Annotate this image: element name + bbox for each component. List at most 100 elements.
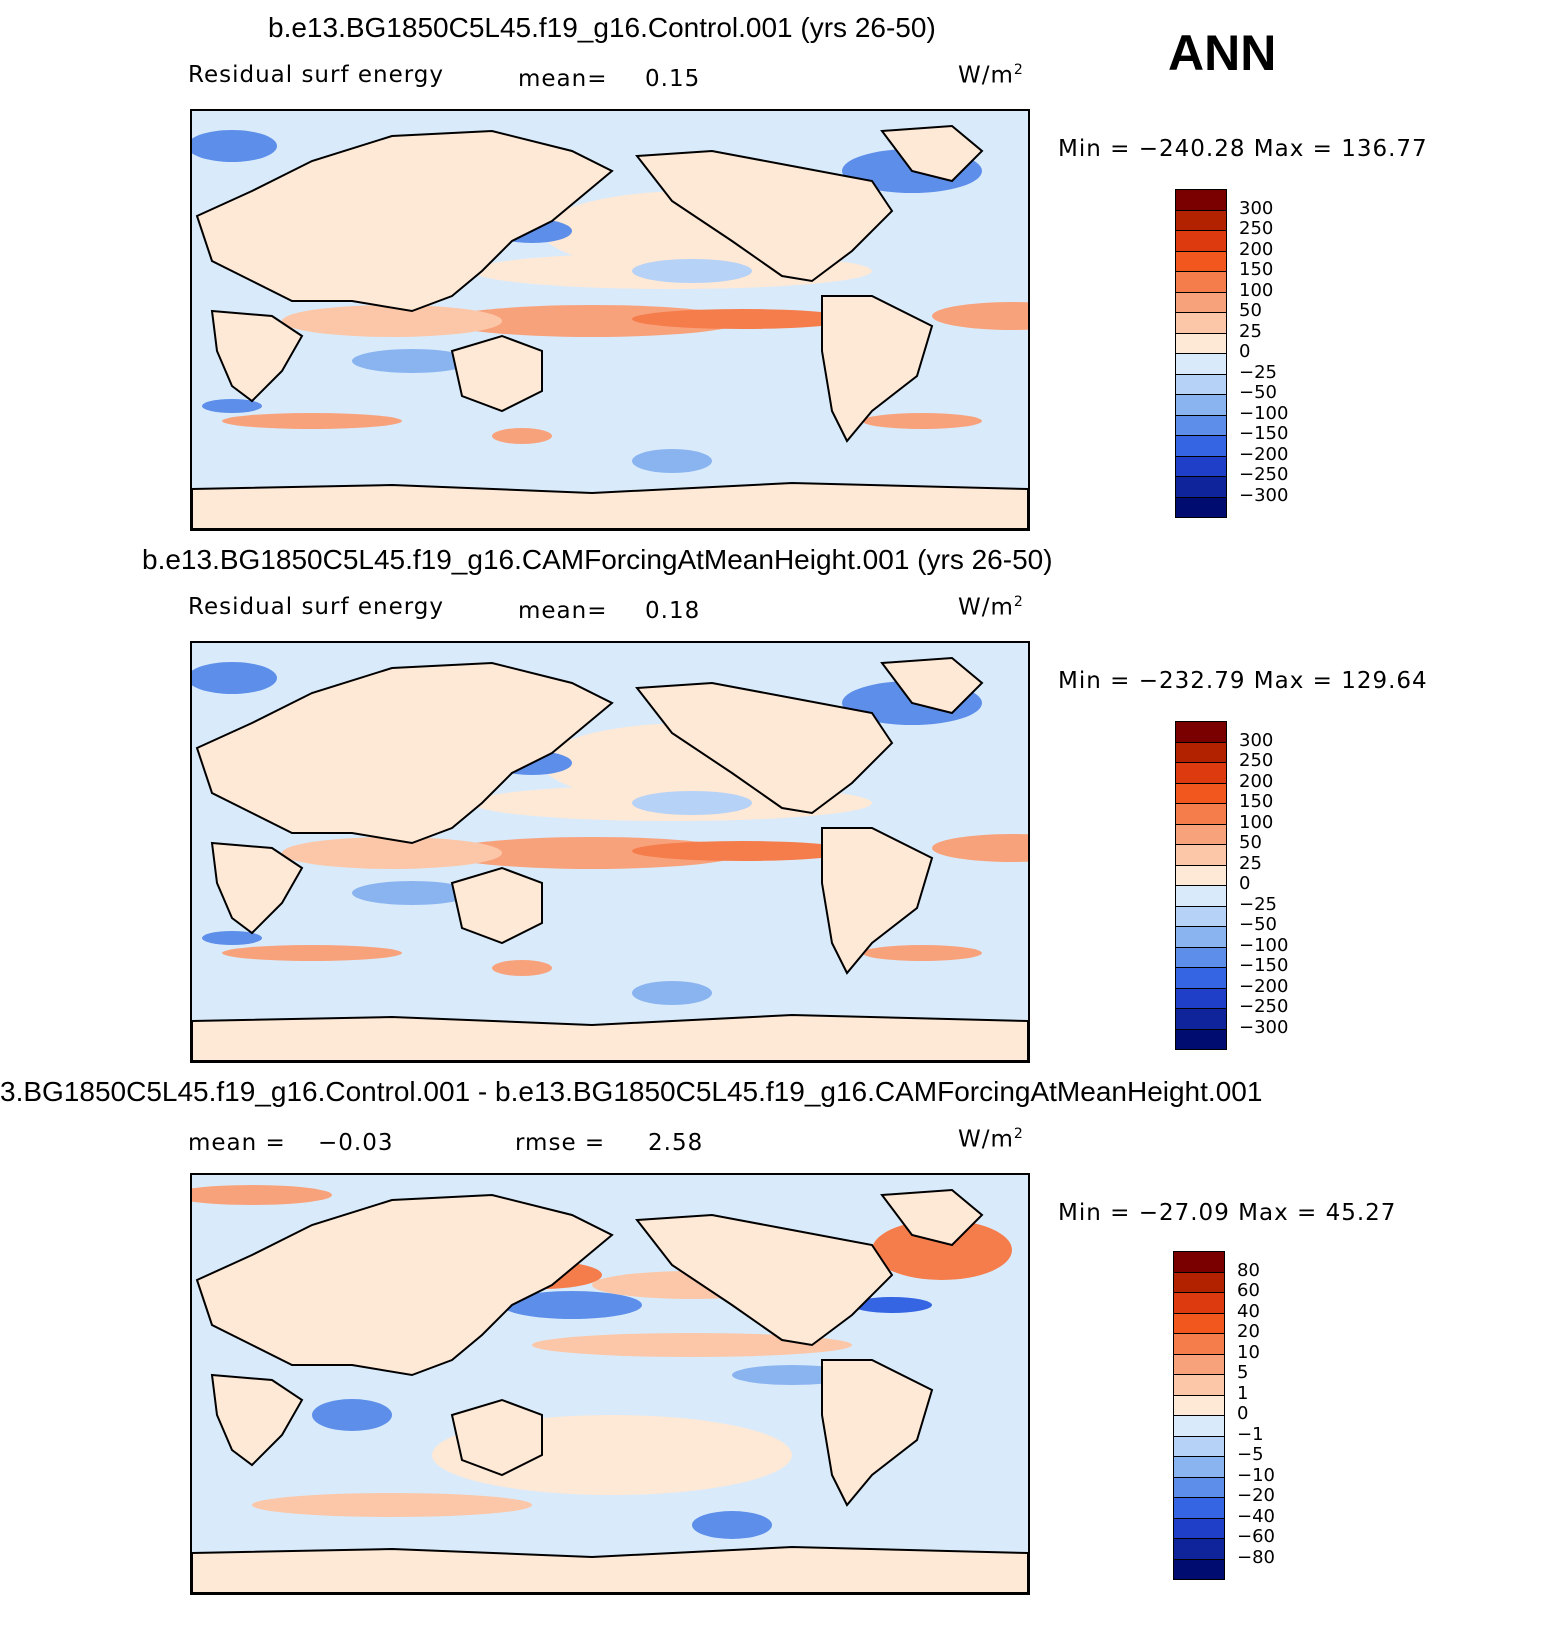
panel1-mean-value: 0.15 — [645, 66, 701, 92]
panel3-minmax: Min = −27.09 Max = 45.27 — [1058, 1200, 1397, 1226]
colorbar-cell — [1173, 1333, 1225, 1355]
colorbar-cell — [1173, 1415, 1225, 1437]
panel2-units: W/m2 — [958, 594, 1024, 621]
colorbar-cell — [1173, 1394, 1225, 1416]
colorbar-tick-label: 100 — [1239, 279, 1274, 301]
colorbar-tick-label: −200 — [1239, 443, 1289, 465]
colorbar-cell — [1175, 373, 1227, 395]
colorbar-cell — [1173, 1251, 1225, 1273]
colorbar-tick-label: 0 — [1239, 341, 1251, 362]
panel2-colorbar — [1175, 721, 1227, 1050]
colorbar-cell — [1173, 1435, 1225, 1457]
colorbar-cell — [1175, 250, 1227, 272]
colorbar-cell — [1173, 1558, 1225, 1580]
panel3-colorbar — [1173, 1251, 1225, 1580]
colorbar-cell — [1175, 926, 1227, 948]
colorbar-tick-label: −150 — [1239, 423, 1289, 444]
panel2-land — [192, 656, 1028, 1061]
colorbar-cell — [1173, 1271, 1225, 1293]
panel1-title: b.e13.BG1850C5L45.f19_g16.Control.001 (y… — [268, 12, 936, 43]
colorbar-cell — [1175, 1008, 1227, 1030]
colorbar-cell — [1175, 209, 1227, 231]
colorbar-cell — [1175, 476, 1227, 498]
colorbar-cell — [1175, 885, 1227, 907]
colorbar-cell — [1175, 823, 1227, 845]
colorbar-tick-label: 100 — [1239, 811, 1274, 833]
panel3-rmse-value: 2.58 — [648, 1130, 704, 1156]
colorbar-tick-label: 150 — [1239, 259, 1274, 280]
colorbar-tick-label: −20 — [1237, 1485, 1275, 1506]
panel2-mean-label: mean= — [518, 598, 608, 624]
colorbar-cell — [1175, 721, 1227, 743]
colorbar-cell — [1173, 1353, 1225, 1375]
colorbar-tick-label: −100 — [1239, 934, 1289, 956]
colorbar-cell — [1175, 844, 1227, 866]
colorbar-tick-label: −1 — [1237, 1423, 1264, 1445]
colorbar-tick-label: 0 — [1237, 1403, 1249, 1424]
colorbar-cell — [1175, 946, 1227, 968]
colorbar-cell — [1175, 741, 1227, 763]
colorbar-cell — [1175, 394, 1227, 416]
panel3-mean-label: mean = — [188, 1130, 286, 1156]
colorbar-cell — [1175, 291, 1227, 313]
colorbar-cell — [1173, 1517, 1225, 1539]
colorbar-tick-label: −50 — [1239, 914, 1277, 935]
panel3-units: W/m2 — [958, 1126, 1024, 1153]
colorbar-tick-label: 5 — [1237, 1362, 1249, 1383]
colorbar-cell — [1175, 455, 1227, 477]
colorbar-tick-label: 1 — [1237, 1382, 1249, 1404]
colorbar-tick-label: 25 — [1239, 320, 1262, 342]
colorbar-tick-label: −50 — [1239, 382, 1277, 403]
colorbar-cell — [1175, 803, 1227, 825]
panel2-ocean-anomalies — [192, 662, 1028, 1005]
colorbar-tick-label: 40 — [1237, 1300, 1260, 1322]
colorbar-tick-label: −40 — [1237, 1505, 1275, 1527]
colorbar-cell — [1175, 414, 1227, 436]
colorbar-cell — [1175, 782, 1227, 804]
colorbar-tick-label: 50 — [1239, 300, 1262, 321]
colorbar-tick-label: 300 — [1239, 729, 1274, 751]
colorbar-cell — [1173, 1312, 1225, 1334]
panel2-map — [190, 641, 1030, 1063]
colorbar-tick-label: −60 — [1237, 1526, 1275, 1547]
panel3-title: 3.BG1850C5L45.f19_g16.Control.001 - b.e1… — [0, 1076, 1263, 1107]
colorbar-cell — [1175, 905, 1227, 927]
panel2-title: b.e13.BG1850C5L45.f19_g16.CAMForcingAtMe… — [142, 544, 1053, 575]
colorbar-tick-label: −300 — [1239, 1016, 1289, 1038]
panel2-variable: Residual surf energy — [188, 594, 445, 620]
colorbar-cell — [1175, 230, 1227, 252]
panel2-mean-value: 0.18 — [645, 598, 701, 624]
colorbar-cell — [1173, 1476, 1225, 1498]
panel1-colorbar — [1175, 189, 1227, 518]
panel3-map — [190, 1173, 1030, 1595]
panel1-units: W/m2 — [958, 62, 1024, 89]
colorbar-cell — [1173, 1374, 1225, 1396]
panel1-variable: Residual surf energy — [188, 62, 445, 88]
colorbar-tick-label: 0 — [1239, 873, 1251, 894]
colorbar-tick-label: 25 — [1239, 852, 1262, 874]
colorbar-cell — [1175, 271, 1227, 293]
colorbar-tick-label: 200 — [1239, 770, 1274, 792]
colorbar-cell — [1173, 1497, 1225, 1519]
colorbar-tick-label: 150 — [1239, 791, 1274, 812]
colorbar-tick-label: 50 — [1239, 832, 1262, 853]
colorbar-tick-label: 300 — [1239, 197, 1274, 219]
colorbar-tick-label: −25 — [1239, 893, 1277, 915]
colorbar-cell — [1175, 332, 1227, 354]
colorbar-cell — [1175, 189, 1227, 211]
colorbar-cell — [1175, 1028, 1227, 1050]
colorbar-tick-label: −200 — [1239, 975, 1289, 997]
panel1-mean-label: mean= — [518, 66, 608, 92]
colorbar-tick-label: −10 — [1237, 1464, 1275, 1486]
panel1-land — [192, 124, 1028, 529]
panel1-map — [190, 109, 1030, 531]
colorbar-cell — [1175, 496, 1227, 518]
colorbar-cell — [1173, 1538, 1225, 1560]
colorbar-cell — [1175, 312, 1227, 334]
colorbar-cell — [1175, 435, 1227, 457]
colorbar-cell — [1175, 967, 1227, 989]
panel2-minmax: Min = −232.79 Max = 129.64 — [1058, 668, 1428, 694]
colorbar-tick-label: 200 — [1239, 238, 1274, 260]
colorbar-tick-label: 60 — [1237, 1280, 1260, 1301]
colorbar-tick-label: 80 — [1237, 1259, 1260, 1281]
